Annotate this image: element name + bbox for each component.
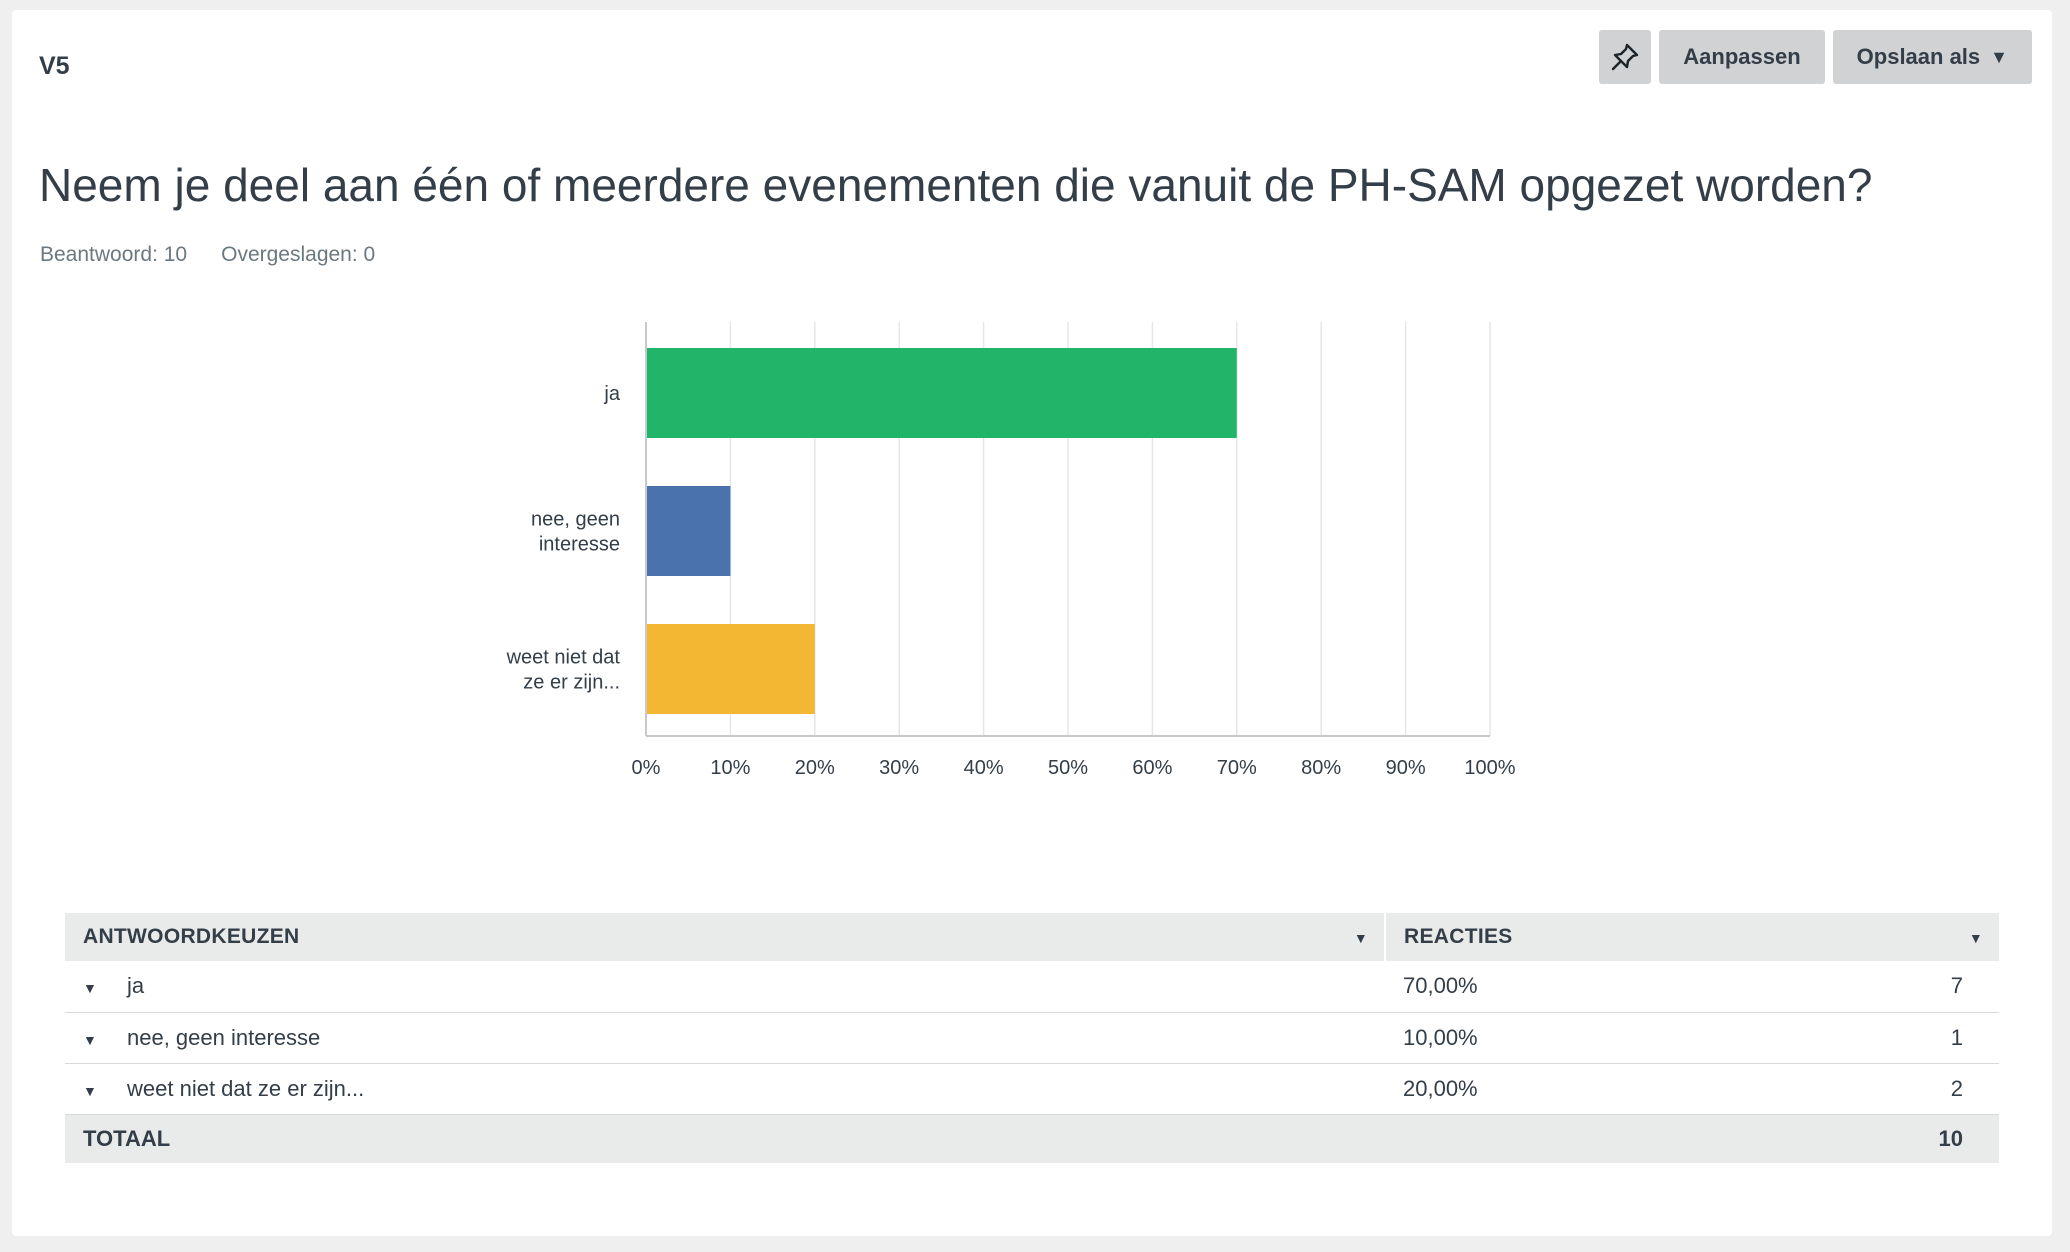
sort-caret-icon[interactable]: ▼ [1968,930,1983,946]
category-label: interesse [539,534,620,556]
customize-label: Aanpassen [1683,44,1801,69]
bar [647,624,815,714]
x-tick-label: 0% [632,757,661,779]
x-tick-label: 20% [795,757,835,779]
response-percent: 20,00% [1385,1063,1745,1115]
table-row: ▼ ja 70,00% 7 [65,961,1999,1013]
x-tick-label: 30% [879,757,919,779]
category-label: ze er zijn... [523,672,620,694]
table-row: ▼ nee, geen interesse 10,00% 1 [65,1012,1999,1064]
header-responses[interactable]: REACTIES ▼ [1385,913,1999,961]
x-tick-label: 10% [710,757,750,779]
bar [647,486,731,576]
save-as-label: Opslaan als [1856,44,1981,69]
response-count: 2 [1744,1063,1999,1115]
caret-down-icon: ▼ [1990,46,2008,67]
x-tick-label: 50% [1048,757,1088,779]
bar [647,348,1237,438]
total-count: 10 [1744,1114,1999,1163]
x-tick-label: 100% [1464,757,1515,779]
toolbar: Aanpassen Opslaan als ▼ [1599,30,2032,84]
save-as-button[interactable]: Opslaan als ▼ [1832,30,2032,84]
expand-caret-icon[interactable]: ▼ [83,1082,97,1099]
question-number: V5 [39,52,70,80]
choice-label: nee, geen interesse [127,1024,321,1050]
response-percent: 70,00% [1385,961,1745,1013]
x-tick-label: 60% [1132,757,1172,779]
expand-caret-icon[interactable]: ▼ [83,1031,97,1048]
response-count: 1 [1744,1012,1999,1064]
sort-caret-icon[interactable]: ▼ [1353,930,1368,946]
x-tick-label: 70% [1217,757,1257,779]
x-tick-label: 40% [964,757,1004,779]
category-label: weet niet dat [506,647,621,669]
expand-caret-icon[interactable]: ▼ [83,980,97,997]
total-label: TOTAAL [65,1114,1385,1163]
total-row: TOTAAL 10 [65,1114,1999,1163]
choice-label: ja [127,973,145,999]
x-tick-label: 90% [1386,757,1426,779]
category-label: ja [603,383,620,405]
category-label: nee, geen [531,509,620,531]
choice-label: weet niet dat ze er zijn... [127,1075,365,1101]
table-row: ▼ weet niet dat ze er zijn... 20,00% 2 [65,1063,1999,1115]
response-count: 7 [1744,961,1999,1013]
customize-button[interactable]: Aanpassen [1659,30,1825,84]
header-answer-choices[interactable]: ANTWOORDKEUZEN ▼ [65,913,1386,961]
responses-table: ANTWOORDKEUZEN ▼ REACTIES ▼ ▼ ja 70,00% 7… [65,913,1999,1163]
bar-chart: 0% 10% 20% 30% 40% 50% 60% 70% 80% 90% 100% ja nee, … [506,322,1516,779]
response-percent: 10,00% [1385,1012,1745,1064]
question-card: V5 Aanpassen Opslaan als ▼ Neem je deel … [12,10,2052,1236]
answered-count: Beantwoord: 10 [40,243,188,266]
x-tick-label: 80% [1301,757,1341,779]
pin-icon [1612,43,1639,71]
table-header-row: ANTWOORDKEUZEN ▼ REACTIES ▼ [65,913,1999,961]
response-stats: Beantwoord: 10 Overgeslagen: 0 [40,243,375,267]
skipped-count: Overgeslagen: 0 [221,243,376,266]
question-title: Neem je deel aan één of meerdere eveneme… [39,159,1873,211]
pin-button[interactable] [1599,30,1652,84]
